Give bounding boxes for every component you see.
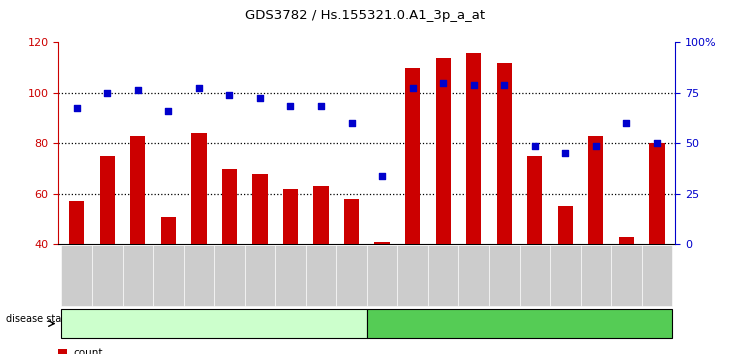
Point (163, 108, 174, 113)
Point (376, 173, 388, 179)
Bar (191, 133, 207, 345)
Point (193, 85, 204, 91)
Point (315, 103, 327, 108)
Point (101, 90, 113, 96)
Point (285, 103, 296, 108)
Point (346, 120, 358, 126)
Bar (558, 206, 573, 345)
Bar (436, 58, 451, 345)
Point (468, 82, 480, 88)
Point (254, 95, 266, 101)
Bar (496, 63, 512, 345)
Bar (466, 53, 481, 345)
Bar (619, 237, 634, 345)
Bar (649, 143, 664, 345)
Point (223, 93, 235, 98)
Bar (344, 199, 359, 345)
Point (132, 87, 144, 93)
Text: type 2 diabetes: type 2 diabetes (479, 319, 560, 329)
Bar (374, 242, 390, 345)
Text: count: count (73, 348, 102, 354)
Point (651, 141, 663, 146)
Point (437, 80, 449, 86)
Text: disease state: disease state (6, 314, 71, 324)
Bar (527, 156, 542, 345)
Text: GDS3782 / Hs.155321.0.A1_3p_a_at: GDS3782 / Hs.155321.0.A1_3p_a_at (245, 9, 485, 22)
Bar (161, 217, 176, 345)
Bar (99, 156, 115, 345)
Bar (283, 189, 298, 345)
Point (590, 143, 602, 149)
Point (529, 143, 541, 149)
Text: non-diabetic control: non-diabetic control (162, 319, 266, 329)
Point (499, 82, 510, 88)
Bar (253, 174, 268, 345)
Point (620, 120, 632, 126)
Bar (69, 201, 85, 345)
Point (559, 151, 571, 156)
Bar (130, 136, 145, 345)
Point (71, 105, 82, 111)
Bar (222, 169, 237, 345)
Point (407, 85, 418, 91)
Bar (588, 136, 604, 345)
Bar (405, 68, 420, 345)
Bar (313, 186, 329, 345)
